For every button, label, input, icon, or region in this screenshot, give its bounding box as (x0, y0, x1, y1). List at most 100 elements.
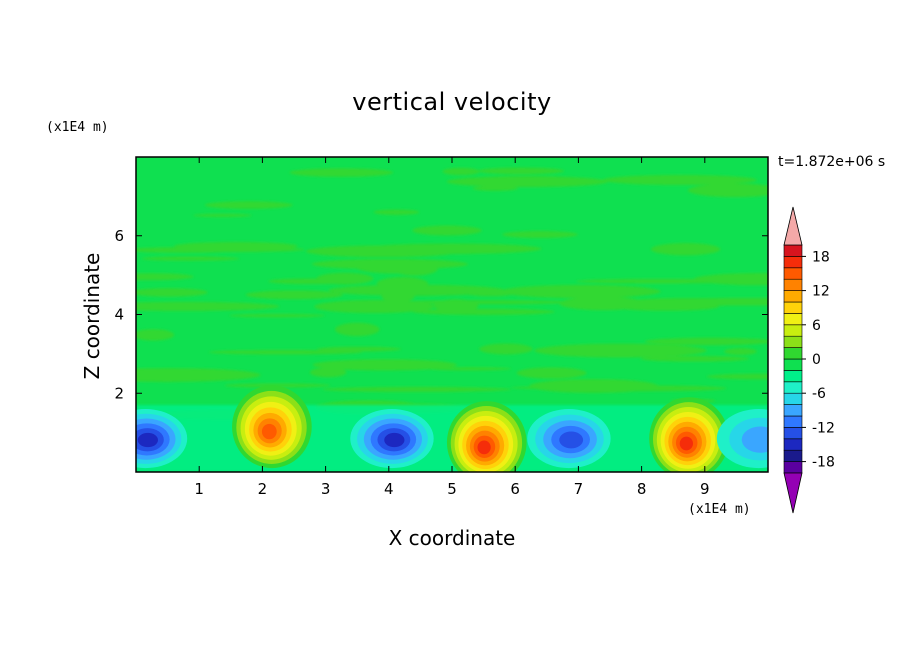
chart-title: vertical velocity (352, 88, 552, 116)
colorbar-swatch (783, 347, 803, 360)
field-streak (136, 301, 280, 312)
x-axis-unit: (x1E4 m) (688, 502, 751, 517)
field-streak (412, 308, 555, 315)
x-tick-label: 5 (447, 480, 457, 498)
field-streak (311, 258, 469, 270)
colorbar-swatch (783, 256, 803, 269)
field-streak (724, 347, 757, 356)
x-tick-label: 4 (384, 480, 394, 498)
colorbar-swatch (783, 381, 803, 394)
colorbar-swatch (783, 415, 803, 428)
colorbar-swatch (783, 392, 803, 405)
colorbar-swatch (783, 370, 803, 383)
colorbar: 18 12 6 0 -6 -12 -18 (783, 206, 835, 514)
field-streak (137, 375, 183, 379)
field-streak (658, 297, 768, 306)
contour-level (384, 432, 405, 448)
downdraft-cell (716, 409, 768, 469)
colorbar-tick-label: 0 (812, 352, 821, 368)
field-streak (516, 367, 587, 379)
x-tick-label: 8 (637, 480, 647, 498)
colorbar-swatch (783, 335, 803, 348)
x-axis-label: X coordinate (388, 526, 516, 550)
downdraft-cell (527, 409, 611, 469)
colorbar-swatch (783, 278, 803, 291)
colorbar-swatch (783, 267, 803, 280)
field-streak (136, 329, 175, 341)
contour-level (679, 436, 694, 451)
field-streak (391, 261, 438, 276)
field-streak (289, 168, 394, 177)
field-streak (499, 284, 661, 299)
field-streak (644, 337, 768, 346)
colorbar-swatch (783, 358, 803, 371)
colorbar-tick-label: -12 (812, 420, 835, 436)
updraft-cell (232, 385, 312, 469)
contour-level (137, 432, 158, 448)
field-streak (316, 346, 402, 352)
field-streak (479, 343, 533, 355)
field-streak (559, 296, 647, 311)
downdraft-cell (136, 409, 188, 469)
colorbar-swatch (783, 404, 803, 417)
field-streak (640, 355, 750, 362)
field-streak (136, 273, 194, 281)
field-streak (141, 256, 240, 261)
field-streak (224, 383, 331, 388)
field-streak (208, 349, 363, 355)
field-streak (502, 230, 578, 239)
field-streak (693, 273, 768, 286)
field-streak (446, 176, 609, 188)
field-streak (204, 201, 293, 209)
velocity-field (136, 157, 768, 472)
field-streak (427, 367, 512, 371)
x-tick-label: 3 (321, 480, 331, 498)
colorbar-tick-label: 6 (812, 318, 821, 334)
field-streak (136, 368, 261, 382)
field-streak (529, 379, 658, 393)
updraft-cell (649, 397, 729, 472)
axes: 1 2 3 4 5 6 7 8 9 2 4 6 (114, 157, 768, 498)
field-streak (534, 343, 707, 358)
convection-cells (136, 385, 768, 472)
colorbar-swatch (783, 313, 803, 326)
field-streak (312, 359, 457, 371)
y-tick-label: 6 (114, 227, 124, 245)
x-tick-label: 7 (574, 480, 584, 498)
field-streak (442, 167, 480, 176)
colorbar-tick-label: -6 (812, 386, 826, 402)
field-streak (472, 185, 519, 191)
time-label: t=1.872e+06 s (778, 154, 886, 170)
contour-level (477, 440, 491, 455)
colorbar-swatch (783, 290, 803, 303)
x-tick-label: 6 (510, 480, 520, 498)
colorbar-swatch (783, 324, 803, 337)
colorbar-swatch (783, 438, 803, 451)
field-streak (229, 313, 325, 318)
field-streak (687, 183, 768, 198)
downdraft-cell (350, 409, 434, 469)
field-streak (477, 167, 565, 175)
field-streak (245, 290, 344, 300)
field-streak (395, 300, 576, 305)
contour-level (741, 426, 768, 453)
colorbar-swatch (783, 449, 803, 462)
field-streak (305, 245, 461, 258)
field-streak (706, 373, 768, 380)
y-tick-label: 4 (114, 306, 124, 324)
colorbar-extend-high (783, 206, 803, 246)
field-streak (650, 243, 721, 256)
colorbar-extend-low (783, 472, 803, 514)
colorbar-tick-label: 18 (812, 249, 830, 265)
colorbar-tick-label: -18 (812, 455, 835, 471)
colorbar-swatch (783, 244, 803, 257)
field-streak (268, 278, 357, 285)
field-streak (373, 209, 420, 215)
field-streak (314, 300, 435, 314)
field-streak (322, 386, 512, 393)
contour-level (559, 431, 584, 449)
colorbar-swatch (783, 427, 803, 440)
field-streak (161, 247, 305, 253)
y-axis-unit: (x1E4 m) (46, 120, 109, 135)
